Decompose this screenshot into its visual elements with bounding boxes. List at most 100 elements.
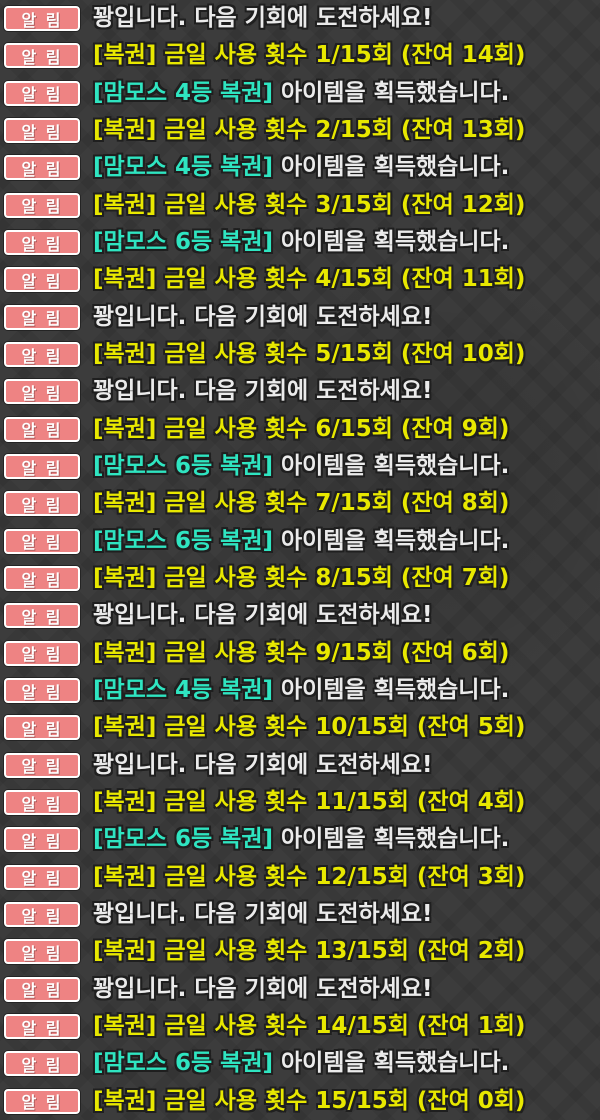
- notification-row: 알 림 [복권] 금일 사용 횟수 7/15회 (잔여 8회): [0, 485, 600, 522]
- lottery-item-name: [맘모스 4등 복권]: [93, 79, 274, 106]
- alert-badge: 알 림: [4, 603, 80, 629]
- notification-row: 알 림 [복권] 금일 사용 횟수 14/15회 (잔여 1회): [0, 1008, 600, 1045]
- alert-badge: 알 림: [4, 43, 80, 69]
- notification-text: 아이템을 획득했습니다.: [273, 453, 510, 480]
- notification-text: 꽝입니다. 다음 기회에 도전하세요!: [93, 901, 433, 928]
- alert-badge: 알 림: [4, 939, 80, 965]
- alert-badge: 알 림: [4, 416, 80, 442]
- alert-badge: 알 림: [4, 827, 80, 853]
- notification-message: [맘모스 6등 복권] 아이템을 획득했습니다.: [93, 527, 510, 554]
- notification-text: [복권] 금일 사용 횟수 1/15회 (잔여 14회): [93, 42, 526, 69]
- lottery-item-name: [맘모스 6등 복권]: [93, 527, 274, 554]
- notification-message: [복권] 금일 사용 횟수 14/15회 (잔여 1회): [93, 1015, 525, 1038]
- notification-text: [복권] 금일 사용 횟수 7/15회 (잔여 8회): [93, 490, 510, 517]
- alert-badge: 알 림: [4, 752, 80, 778]
- notification-message: [복권] 금일 사용 횟수 7/15회 (잔여 8회): [93, 492, 509, 515]
- notification-text: 꽝입니다. 다음 기회에 도전하세요!: [93, 303, 433, 330]
- notification-row: 알 림 꽝입니다. 다음 기회에 도전하세요!: [0, 747, 600, 784]
- notification-message: [복권] 금일 사용 횟수 1/15회 (잔여 14회): [93, 44, 525, 67]
- alert-badge: 알 림: [4, 976, 80, 1002]
- notification-row: 알 림 [맘모스 6등 복권] 아이템을 획득했습니다.: [0, 523, 600, 560]
- notification-message: 꽝입니다. 다음 기회에 도전하세요!: [93, 303, 433, 330]
- alert-badge: 알 림: [4, 528, 80, 554]
- notification-row: 알 림 [복권] 금일 사용 횟수 9/15회 (잔여 6회): [0, 635, 600, 672]
- alert-badge: 알 림: [4, 155, 80, 181]
- notification-message: 꽝입니다. 다음 기회에 도전하세요!: [93, 604, 433, 627]
- notification-text: [복권] 금일 사용 횟수 11/15회 (잔여 4회): [93, 789, 526, 816]
- notification-row: 알 림 꽝입니다. 다음 기회에 도전하세요!: [0, 0, 600, 37]
- notification-row: 알 림 [맘모스 6등 복권] 아이템을 획득했습니다.: [0, 1045, 600, 1082]
- alert-badge: 알 림: [4, 267, 80, 293]
- alert-badge: 알 림: [4, 118, 80, 144]
- notification-row: 알 림 [맘모스 4등 복권] 아이템을 획득했습니다.: [0, 75, 600, 112]
- notification-row: 알 림 꽝입니다. 다음 기회에 도전하세요!: [0, 896, 600, 933]
- alert-badge: 알 림: [4, 864, 80, 890]
- notification-row: 알 림 [복권] 금일 사용 횟수 4/15회 (잔여 11회): [0, 261, 600, 298]
- alert-badge: 알 림: [4, 80, 80, 106]
- notification-text: 아이템을 획득했습니다.: [273, 229, 510, 256]
- notification-text: 아이템을 획득했습니다.: [273, 527, 510, 554]
- notification-text: 꽝입니다. 다음 기회에 도전하세요!: [93, 5, 433, 32]
- notification-text: [복권] 금일 사용 횟수 10/15회 (잔여 5회): [93, 714, 526, 741]
- notification-row: 알 림 [복권] 금일 사용 횟수 8/15회 (잔여 7회): [0, 560, 600, 597]
- notification-row: 알 림 꽝입니다. 다음 기회에 도전하세요!: [0, 597, 600, 634]
- notification-message: 꽝입니다. 다음 기회에 도전하세요!: [93, 751, 433, 778]
- notification-row: 알 림 [맘모스 6등 복권] 아이템을 획득했습니다.: [0, 448, 600, 485]
- notification-message: 꽝입니다. 다음 기회에 도전하세요!: [93, 903, 433, 926]
- notification-row: 알 림 꽝입니다. 다음 기회에 도전하세요!: [0, 373, 600, 410]
- notification-text: [복권] 금일 사용 횟수 3/15회 (잔여 12회): [93, 191, 526, 218]
- lottery-item-name: [맘모스 4등 복권]: [93, 154, 274, 181]
- notification-message: [복권] 금일 사용 횟수 3/15회 (잔여 12회): [93, 191, 526, 218]
- notification-row: 알 림 [복권] 금일 사용 횟수 5/15회 (잔여 10회): [0, 336, 600, 373]
- alert-badge: 알 림: [4, 491, 80, 517]
- notification-row: 알 림 [복권] 금일 사용 횟수 6/15회 (잔여 9회): [0, 411, 600, 448]
- notification-message: [복권] 금일 사용 횟수 4/15회 (잔여 11회): [93, 268, 525, 291]
- notification-row: 알 림 [복권] 금일 사용 횟수 15/15회 (잔여 0회): [0, 1083, 600, 1120]
- lottery-item-name: [맘모스 4등 복권]: [93, 677, 274, 704]
- notification-message: 꽝입니다. 다음 기회에 도전하세요!: [93, 975, 433, 1002]
- notification-text: 아이템을 획득했습니다.: [273, 154, 510, 181]
- alert-badge: 알 림: [4, 790, 80, 816]
- lottery-item-name: [맘모스 6등 복권]: [93, 453, 274, 480]
- notification-message: [맘모스 4등 복권] 아이템을 획득했습니다.: [93, 679, 509, 702]
- alert-badge: 알 림: [4, 1014, 80, 1040]
- notification-text: 아이템을 획득했습니다.: [273, 677, 510, 704]
- notification-text: [복권] 금일 사용 횟수 6/15회 (잔여 9회): [93, 415, 510, 442]
- notification-row: 알 림 [맘모스 4등 복권] 아이템을 획득했습니다.: [0, 149, 600, 186]
- notification-text: [복권] 금일 사용 횟수 12/15회 (잔여 3회): [93, 863, 526, 890]
- alert-badge: 알 림: [4, 902, 80, 928]
- notification-text: 아이템을 획득했습니다.: [273, 1050, 510, 1077]
- notification-text: [복권] 금일 사용 횟수 9/15회 (잔여 6회): [93, 639, 510, 666]
- alert-badge: 알 림: [4, 1088, 80, 1114]
- notification-row: 알 림 꽝입니다. 다음 기회에 도전하세요!: [0, 299, 600, 336]
- notification-text: [복권] 금일 사용 횟수 5/15회 (잔여 10회): [93, 341, 526, 368]
- notification-message: [맘모스 4등 복권] 아이템을 획득했습니다.: [93, 79, 509, 106]
- lottery-item-name: [맘모스 6등 복권]: [93, 826, 274, 853]
- notification-text: [복권] 금일 사용 횟수 4/15회 (잔여 11회): [93, 266, 526, 293]
- alert-badge: 알 림: [4, 454, 80, 480]
- notification-text: [복권] 금일 사용 횟수 13/15회 (잔여 2회): [93, 938, 526, 965]
- notification-row: 알 림 [맘모스 6등 복권] 아이템을 획득했습니다.: [0, 821, 600, 858]
- lottery-item-name: [맘모스 6등 복권]: [93, 229, 274, 256]
- notification-message: [맘모스 6등 복권] 아이템을 획득했습니다.: [93, 231, 509, 254]
- notification-row: 알 림 [복권] 금일 사용 횟수 3/15회 (잔여 12회): [0, 187, 600, 224]
- notification-text: 꽝입니다. 다음 기회에 도전하세요!: [93, 751, 433, 778]
- notification-row: 알 림 꽝입니다. 다음 기회에 도전하세요!: [0, 971, 600, 1008]
- notification-text: 꽝입니다. 다음 기회에 도전하세요!: [93, 975, 433, 1002]
- alert-badge: 알 림: [4, 678, 80, 704]
- notification-message: [맘모스 4등 복권] 아이템을 획득했습니다.: [93, 156, 509, 179]
- notification-text: [복권] 금일 사용 횟수 15/15회 (잔여 0회): [93, 1087, 526, 1114]
- notification-message: 꽝입니다. 다음 기회에 도전하세요!: [93, 380, 433, 403]
- alert-badge: 알 림: [4, 192, 80, 218]
- notification-row: 알 림 [복권] 금일 사용 횟수 2/15회 (잔여 13회): [0, 112, 600, 149]
- notification-row: 알 림 [맘모스 4등 복권] 아이템을 획득했습니다.: [0, 672, 600, 709]
- notification-row: 알 림 [복권] 금일 사용 횟수 13/15회 (잔여 2회): [0, 933, 600, 970]
- notification-message: [복권] 금일 사용 횟수 2/15회 (잔여 13회): [93, 119, 525, 142]
- notification-message: [복권] 금일 사용 횟수 8/15회 (잔여 7회): [93, 567, 509, 590]
- notification-row: 알 림 [복권] 금일 사용 횟수 1/15회 (잔여 14회): [0, 37, 600, 74]
- notification-message: [복권] 금일 사용 횟수 15/15회 (잔여 0회): [93, 1087, 526, 1114]
- notification-text: [복권] 금일 사용 횟수 8/15회 (잔여 7회): [93, 565, 510, 592]
- notification-message: 꽝입니다. 다음 기회에 도전하세요!: [93, 7, 433, 30]
- notification-message: [복권] 금일 사용 횟수 6/15회 (잔여 9회): [93, 415, 510, 442]
